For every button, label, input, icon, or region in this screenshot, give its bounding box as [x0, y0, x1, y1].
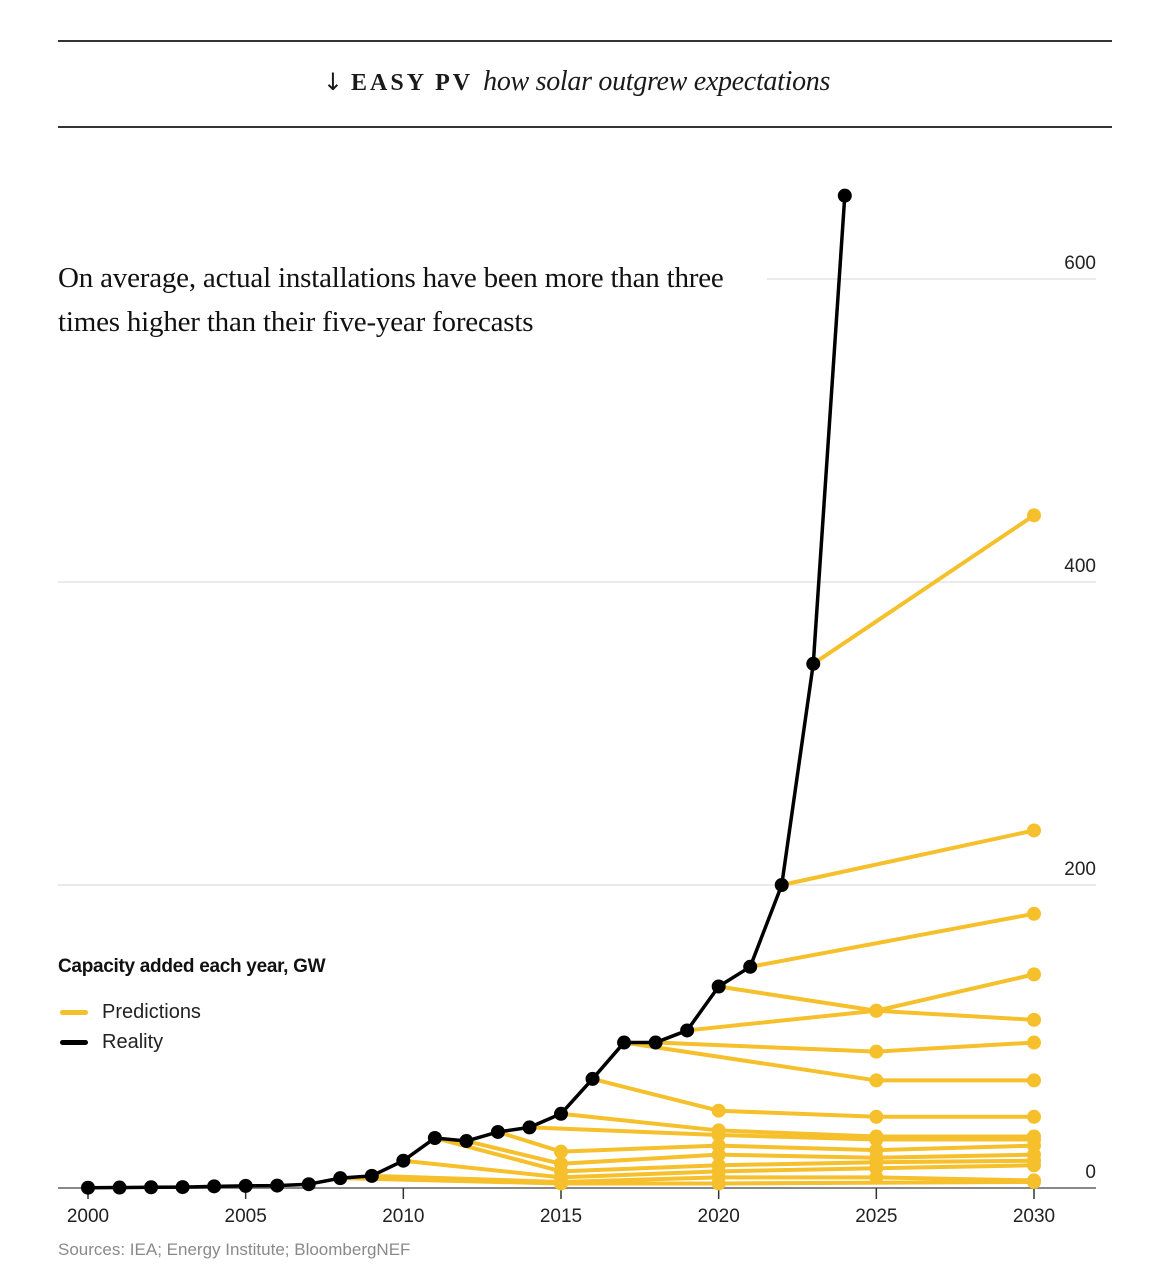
prediction-point — [1027, 1109, 1041, 1124]
prediction-point — [711, 1103, 726, 1118]
prediction-point — [554, 1156, 568, 1171]
legend-title: Capacity added each year, GW — [58, 956, 326, 977]
header-rule-bottom — [58, 126, 1112, 128]
reality-point — [459, 1134, 474, 1149]
reality-point — [81, 1180, 95, 1195]
reality-point — [585, 1071, 600, 1086]
reality-point — [680, 1023, 695, 1038]
reality-point — [364, 1168, 379, 1183]
reality-point — [270, 1178, 285, 1193]
reality-line — [87, 195, 847, 1190]
y-tick-label: 400 — [1064, 556, 1096, 577]
prediction-point — [1027, 967, 1041, 982]
chart-title: how solar outgrew expectations — [483, 66, 831, 97]
y-tick-label: 600 — [1064, 253, 1096, 274]
prediction-point — [869, 1109, 884, 1124]
reality-point — [427, 1131, 442, 1146]
reality-point — [617, 1035, 632, 1050]
prediction-line — [590, 1076, 1036, 1119]
header-kicker: EASY PV — [351, 70, 474, 96]
legend-label-predictions: Predictions — [102, 1000, 201, 1023]
prediction-point — [1027, 823, 1041, 838]
reality-point — [333, 1171, 348, 1186]
prediction-point — [1027, 1035, 1041, 1050]
prediction-point — [869, 1044, 884, 1059]
reality-point — [207, 1179, 222, 1194]
prediction-line — [748, 911, 1036, 969]
header-rule-top — [58, 40, 1112, 42]
reality-point — [144, 1180, 159, 1195]
prediction-line — [653, 1040, 1036, 1054]
predictions-series — [338, 508, 1041, 1191]
prediction-point — [869, 1073, 884, 1088]
reality-point — [554, 1106, 568, 1121]
reality-point — [301, 1177, 316, 1192]
x-tick-label: 2015 — [540, 1206, 582, 1227]
x-tick-label: 2030 — [1013, 1206, 1055, 1227]
reality-point — [743, 959, 758, 974]
legend-item-predictions: Predictions — [60, 1000, 201, 1024]
legend-swatch-reality — [60, 1039, 88, 1045]
prediction-point — [869, 1129, 884, 1144]
prediction-point — [1027, 508, 1041, 523]
prediction-point — [1027, 1012, 1041, 1027]
prediction-point — [869, 1003, 884, 1018]
legend-item-reality: Reality — [60, 1030, 163, 1054]
source-note: Sources: IEA; Energy Institute; Bloomber… — [58, 1240, 411, 1259]
prediction-point — [1027, 1129, 1041, 1144]
x-tick-label: 2010 — [382, 1206, 424, 1227]
chart-subtitle: On average, actual installations have be… — [58, 262, 724, 338]
reality-series — [81, 188, 852, 1195]
prediction-point — [711, 1138, 726, 1153]
x-tick-label: 2005 — [225, 1206, 267, 1227]
prediction-point — [869, 1143, 884, 1158]
x-tick-label: 2020 — [698, 1206, 740, 1227]
chart-header: ↓ EASY PV how solar outgrew expectations — [0, 66, 1153, 98]
prediction-line — [559, 1111, 1036, 1139]
prediction-point — [711, 1158, 726, 1173]
reality-point — [837, 188, 852, 203]
y-tick-label: 200 — [1064, 859, 1096, 880]
x-tick-label: 2025 — [855, 1206, 897, 1227]
reality-point — [112, 1180, 127, 1195]
prediction-line — [811, 513, 1036, 666]
prediction-line — [779, 828, 1036, 887]
reality-point — [711, 979, 726, 994]
prediction-point — [554, 1144, 568, 1159]
prediction-point — [711, 1123, 726, 1138]
reality-point — [522, 1120, 537, 1135]
reality-point — [806, 656, 821, 671]
prediction-line — [685, 972, 1036, 1033]
reality-point — [238, 1178, 253, 1193]
prediction-point — [1027, 1073, 1041, 1088]
x-tick-label: 2000 — [67, 1206, 109, 1227]
reality-point — [175, 1180, 190, 1195]
prediction-point — [1027, 906, 1041, 921]
prediction-point — [1027, 1173, 1041, 1188]
reality-point — [774, 878, 789, 892]
legend-swatch-predictions — [60, 1009, 88, 1015]
y-tick-label: 0 — [1085, 1162, 1096, 1183]
arrow-down-icon: ↓ — [322, 68, 344, 96]
reality-point — [396, 1153, 411, 1168]
prediction-line — [527, 1125, 1036, 1142]
tick-labels: 0 200 400 600 2000 2005 2010 2015 2020 2025 2030 — [67, 253, 1096, 1227]
legend-label-reality: Reality — [102, 1030, 164, 1053]
gridlines — [58, 278, 1096, 886]
reality-point — [648, 1035, 663, 1050]
reality-point — [490, 1124, 505, 1139]
